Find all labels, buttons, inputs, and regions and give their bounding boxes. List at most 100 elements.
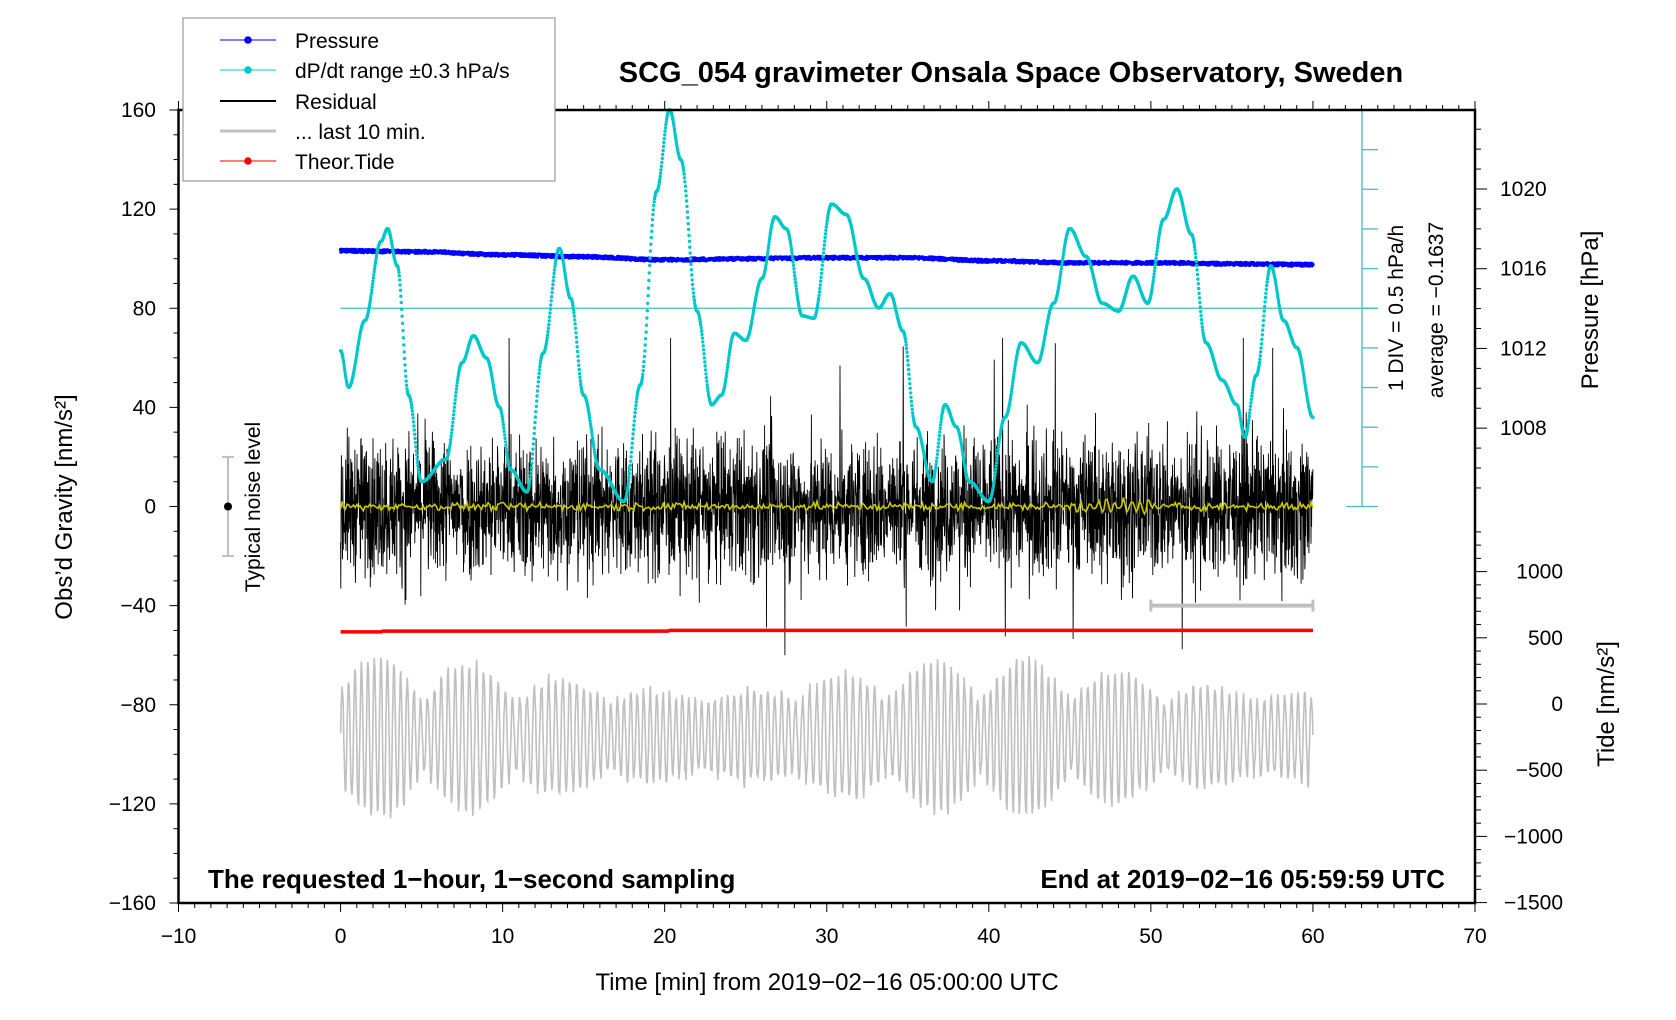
data-point [571, 307, 576, 312]
data-point [906, 363, 910, 367]
data-point [536, 384, 540, 388]
data-point [533, 415, 538, 419]
data-point [691, 287, 695, 291]
data-point [401, 336, 406, 340]
data-point [415, 453, 419, 457]
data-point [822, 247, 826, 251]
data-point [703, 368, 708, 372]
data-point [404, 383, 409, 387]
data-point [765, 252, 770, 256]
data-point [545, 336, 549, 340]
data-point [547, 315, 552, 319]
data-point [627, 475, 631, 480]
data-point [547, 319, 551, 323]
data-point [550, 290, 554, 295]
data-point [529, 465, 534, 470]
data-point [1258, 357, 1262, 361]
data-point [691, 291, 696, 295]
data-point [535, 394, 539, 398]
data-point [399, 294, 403, 298]
data-point [1156, 243, 1160, 247]
data-point [369, 294, 373, 298]
data-point [767, 243, 771, 247]
data-point [791, 257, 795, 261]
residual-smoothed-line [339, 497, 1314, 516]
data-point [531, 442, 536, 446]
data-point [538, 364, 542, 369]
data-point [662, 137, 666, 141]
data-point [412, 424, 416, 428]
data-point [994, 464, 998, 468]
data-point [1154, 256, 1158, 260]
data-point [686, 221, 690, 226]
data-point [660, 156, 664, 161]
data-point [935, 452, 940, 456]
data-point [577, 372, 582, 376]
data-point [818, 283, 822, 287]
data-point [451, 416, 455, 421]
data-point [397, 270, 401, 274]
data-point [700, 336, 705, 340]
data-point [905, 354, 910, 358]
data-point [908, 391, 913, 395]
data-point [448, 440, 453, 445]
data-point [372, 267, 377, 271]
data-point [700, 332, 704, 337]
data-point [1060, 264, 1064, 268]
data-point [629, 450, 634, 454]
data-point [572, 314, 576, 318]
data-point [645, 309, 649, 313]
data-point [549, 303, 553, 307]
data-point [410, 406, 414, 410]
data-point [909, 395, 913, 399]
data-point [551, 282, 555, 287]
data-point [642, 354, 647, 359]
data-point [455, 380, 459, 385]
data-point [629, 455, 633, 459]
data-point [450, 427, 454, 432]
data-point [411, 412, 415, 417]
noise-level-dot [224, 502, 232, 511]
data-point [575, 340, 579, 344]
data-point [817, 290, 822, 294]
data-point [825, 222, 829, 226]
data-point [411, 420, 416, 424]
data-point [651, 212, 655, 217]
data-point [823, 239, 827, 243]
data-point [1152, 275, 1156, 279]
data-point [1197, 286, 1201, 291]
data-point [647, 278, 651, 283]
data-point [453, 398, 457, 402]
data-point [1201, 328, 1205, 332]
data-point [705, 383, 709, 387]
data-point [819, 275, 823, 279]
data-point [1155, 246, 1160, 250]
data-point [1060, 258, 1065, 262]
data-point [1011, 378, 1015, 382]
data-point [451, 420, 455, 424]
data-point [501, 420, 505, 424]
data-point [1250, 394, 1254, 398]
data-point [534, 410, 538, 414]
data-point [1263, 295, 1268, 300]
data-point [703, 360, 707, 364]
data-point [1192, 242, 1196, 246]
data-point [641, 364, 646, 369]
data-point [649, 235, 653, 240]
data-point [589, 427, 594, 432]
data-point [633, 415, 637, 419]
data-point [402, 343, 406, 347]
data-point [909, 399, 914, 404]
data-point [553, 265, 557, 269]
data-point [531, 447, 535, 451]
data-point [1010, 384, 1014, 388]
data-point [528, 473, 533, 477]
data-point [904, 346, 909, 351]
data-point [660, 160, 664, 165]
data-point [663, 133, 667, 137]
data-point [1261, 318, 1266, 323]
data-point [1012, 372, 1016, 376]
data-point [699, 326, 703, 330]
data-point [410, 409, 414, 413]
